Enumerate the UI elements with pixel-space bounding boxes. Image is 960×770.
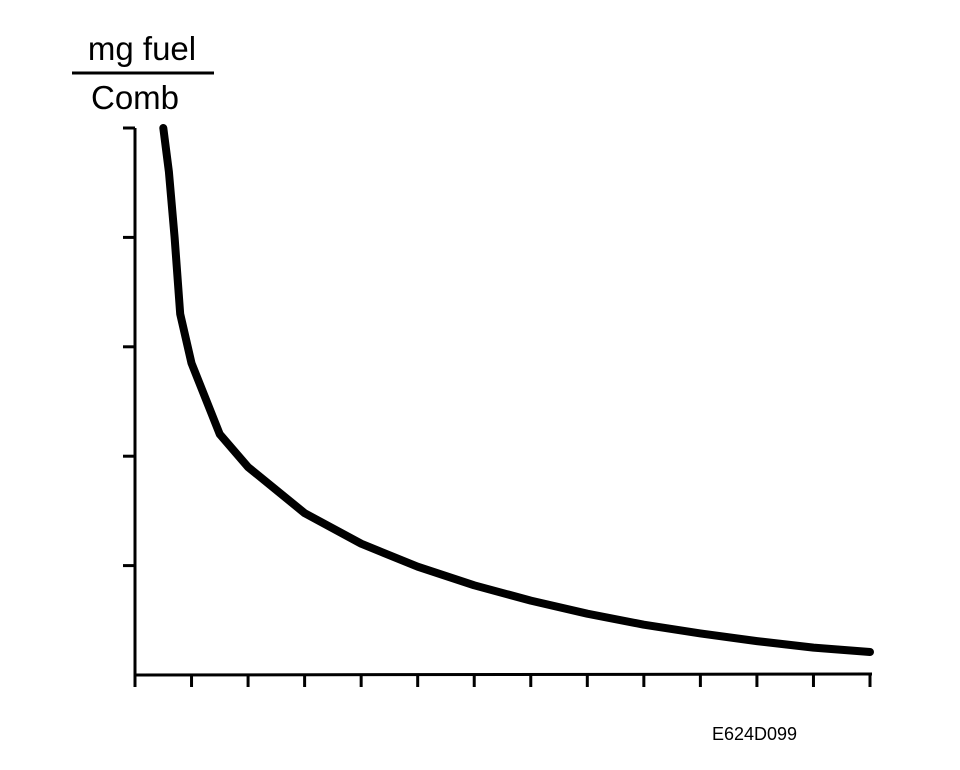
series-line	[159, 124, 874, 656]
y-axis-label-denominator: Comb	[91, 79, 179, 116]
figure-id: E624D099	[712, 724, 797, 744]
y-axis-label-numerator: mg fuel	[88, 30, 196, 67]
x-axis-line	[133, 672, 873, 677]
y-axis-ticks	[123, 126, 135, 568]
y-axis-label: mg fuel Comb	[72, 30, 214, 116]
x-axis-ticks	[133, 675, 872, 687]
